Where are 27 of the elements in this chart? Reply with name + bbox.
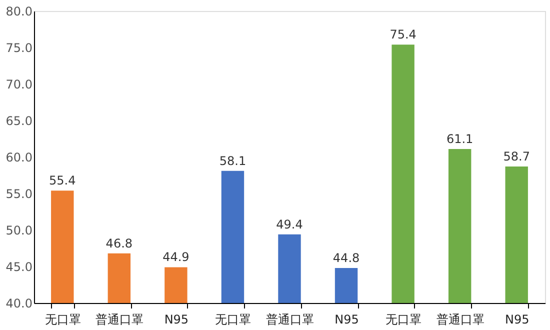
data-label: 44.9 xyxy=(162,250,190,264)
y-tick-label: 80.0 xyxy=(6,4,32,18)
data-label: 46.8 xyxy=(106,236,133,250)
y-tick-label: 70.0 xyxy=(6,78,32,92)
data-label: 55.4 xyxy=(49,174,76,188)
x-tick-label: 无口罩 xyxy=(44,312,81,326)
x-tick-label: 普通口罩 xyxy=(436,312,484,326)
data-label: 49.4 xyxy=(276,217,303,232)
y-tick-label: 65.0 xyxy=(6,114,32,128)
x-tick-label: 普通口罩 xyxy=(266,312,314,326)
x-tick-label: N95 xyxy=(504,312,530,326)
data-label: 58.1 xyxy=(219,154,246,168)
data-label: 75.4 xyxy=(390,28,416,42)
x-tick-label: 无口罩 xyxy=(215,312,252,326)
x-tick-label: 普通口罩 xyxy=(96,312,144,326)
y-tick-label: 50.0 xyxy=(6,224,32,238)
data-label: 61.1 xyxy=(446,132,474,146)
data-label: 58.7 xyxy=(503,149,530,164)
data-label: 44.8 xyxy=(332,250,360,265)
y-tick-label: 55.0 xyxy=(6,187,32,201)
x-tick-label: N95 xyxy=(334,312,359,326)
x-tick-label: 无口罩 xyxy=(386,312,422,326)
y-tick-label: 45.0 xyxy=(6,260,32,274)
y-tick-label: 40.0 xyxy=(6,296,32,310)
y-tick-label: 75.0 xyxy=(6,41,32,55)
x-tick-label: N95 xyxy=(164,312,189,326)
y-tick-label: 60.0 xyxy=(6,150,32,164)
